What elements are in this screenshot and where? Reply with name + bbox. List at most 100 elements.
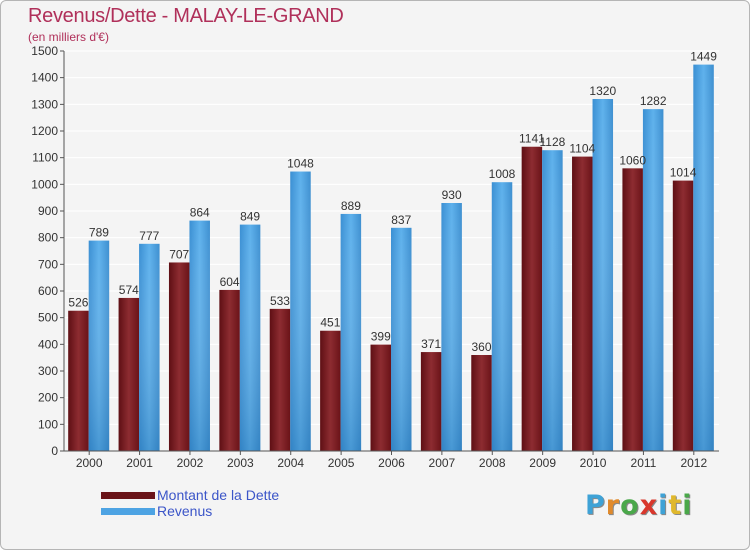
bar-debt — [168, 262, 190, 451]
data-label-debt: 574 — [119, 283, 139, 297]
bar-debt — [219, 289, 240, 451]
data-label-revenue: 1008 — [489, 167, 516, 181]
logo-letter: r — [605, 490, 621, 521]
bar-debt — [118, 297, 140, 451]
bar-debt — [420, 352, 442, 451]
legend: Montant de la Dette Revenus — [101, 487, 279, 519]
data-label-debt: 533 — [270, 294, 290, 308]
bar-debt — [622, 168, 643, 452]
x-tick-label: 2009 — [529, 456, 556, 470]
x-tick-label: 2008 — [479, 456, 506, 470]
x-tick-label: 2001 — [126, 456, 153, 470]
bar-debt — [572, 156, 593, 451]
x-tick-label: 2005 — [328, 456, 355, 470]
legend-item-debt: Montant de la Dette — [101, 487, 279, 503]
legend-swatch-debt — [101, 491, 155, 499]
y-tick-label: 0 — [51, 444, 58, 458]
x-tick-label: 2007 — [429, 456, 456, 470]
bar-revenue-shade — [239, 224, 261, 451]
legend-item-revenue: Revenus — [101, 503, 279, 519]
logo-letter: t — [668, 490, 683, 521]
logo-letter: x — [639, 490, 659, 521]
x-tick-label: 2003 — [227, 456, 254, 470]
data-label-debt: 399 — [371, 330, 391, 344]
logo-letter: o — [620, 490, 640, 521]
data-label-revenue: 1449 — [690, 50, 717, 64]
data-label-revenue: 1048 — [287, 157, 314, 171]
data-label-revenue: 889 — [341, 199, 361, 213]
y-tick-label: 1000 — [31, 177, 58, 191]
bar-revenue-shade — [441, 203, 462, 451]
y-tick-label: 1200 — [31, 124, 58, 138]
data-label-revenue: 1320 — [589, 84, 616, 98]
y-tick-label: 100 — [38, 417, 58, 431]
data-label-debt: 1141 — [519, 132, 545, 146]
data-label-revenue: 789 — [89, 226, 109, 240]
bar-debt — [320, 330, 341, 451]
y-tick-label: 400 — [38, 337, 58, 351]
x-tick-label: 2011 — [631, 456, 657, 470]
chart-subtitle: (en milliers d'€) — [28, 30, 109, 44]
data-label-revenue: 1128 — [539, 135, 565, 149]
data-label-debt: 451 — [320, 316, 340, 330]
legend-label-revenue: Revenus — [157, 503, 213, 519]
data-label-revenue: 1282 — [640, 94, 667, 108]
data-label-debt: 1060 — [619, 153, 646, 167]
y-tick-label: 1400 — [31, 71, 58, 85]
logo-letter: P — [585, 490, 606, 521]
y-tick-label: 600 — [38, 284, 58, 298]
bar-debt — [521, 146, 543, 451]
y-tick-label: 1100 — [32, 151, 58, 165]
x-tick-label: 2010 — [580, 456, 607, 470]
data-label-debt: 371 — [421, 337, 441, 351]
y-tick-label: 500 — [38, 311, 58, 325]
bar-debt — [672, 180, 694, 451]
axes: 0 100 200 300 400 500 600 700 800 900 1000 1100 1200… — [31, 44, 719, 470]
x-tick-label: 2012 — [680, 456, 707, 470]
bar-revenue-shade — [642, 109, 664, 451]
bar-revenue-shade — [290, 171, 311, 452]
x-tick-label: 2006 — [378, 456, 405, 470]
y-tick-label: 300 — [38, 364, 58, 378]
data-label-revenue: 849 — [240, 210, 260, 224]
bar-debt — [269, 308, 291, 451]
legend-label-debt: Montant de la Dette — [157, 487, 280, 503]
data-label-revenue: 930 — [442, 188, 462, 202]
y-tick-label: 200 — [38, 391, 58, 405]
bar-revenue-shade — [340, 213, 362, 451]
bar-revenue-shade — [542, 150, 563, 451]
x-tick-label: 2002 — [177, 456, 204, 470]
data-label-debt: 604 — [220, 275, 240, 289]
bar-revenue-shade — [88, 240, 110, 451]
data-label-debt: 360 — [472, 340, 492, 354]
bar-revenue-shade — [189, 220, 210, 451]
logo-letter: i — [682, 490, 693, 521]
legend-swatch-revenue — [101, 507, 155, 515]
data-label-debt: 1014 — [670, 166, 697, 180]
bar-revenue-shade — [491, 182, 513, 451]
data-label-revenue: 837 — [391, 213, 411, 227]
y-tick-label: 1500 — [31, 44, 58, 58]
y-tick-label: 1300 — [31, 97, 58, 111]
bar-revenue-shade — [391, 227, 412, 451]
proxiti-logo: Proxiti — [585, 490, 693, 521]
chart-title: Revenus/Dette - MALAY-LE-GRAND — [28, 5, 344, 27]
data-label-debt: 526 — [68, 296, 88, 310]
y-tick-label: 900 — [38, 204, 58, 218]
logo-letter: i — [658, 490, 669, 521]
bar-revenue-shade — [693, 64, 714, 451]
data-label-revenue: 864 — [190, 206, 210, 220]
bar-revenue-shade — [592, 99, 614, 451]
x-tick-label: 2004 — [277, 456, 304, 470]
bar-debt — [370, 344, 391, 451]
data-label-debt: 1104 — [569, 142, 595, 156]
data-label-revenue: 777 — [139, 229, 159, 243]
bar-revenue-shade — [139, 243, 160, 451]
bars — [68, 64, 714, 452]
y-tick-label: 800 — [38, 231, 58, 245]
bar-debt — [471, 355, 492, 451]
data-label-debt: 707 — [169, 247, 189, 261]
bar-debt — [68, 310, 89, 451]
